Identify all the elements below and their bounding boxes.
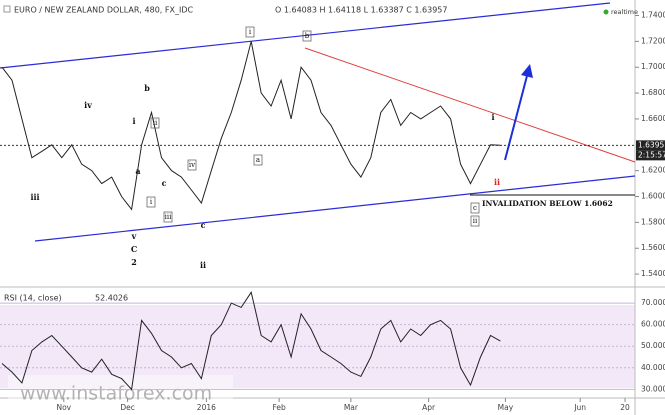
x-tick-label: Feb (272, 403, 286, 412)
rsi-tick-label: 50.0000 (641, 341, 665, 350)
wave-label: c (162, 178, 167, 188)
wave-label: i (132, 116, 135, 126)
wave-box (163, 211, 173, 223)
rsi-tick-label: 40.0000 (641, 363, 665, 372)
watermark-box (8, 375, 233, 411)
wave-box (470, 215, 480, 227)
wave-label: b (305, 32, 310, 40)
last-price: 1.63957 (638, 140, 665, 149)
wave-box (187, 159, 197, 171)
x-tick-label: May (498, 403, 514, 412)
wave-label: b (144, 83, 150, 93)
wave-label: c (473, 204, 477, 212)
wave-label: a (256, 156, 260, 164)
wave-label: 2 (131, 257, 137, 267)
wave-label: iii (165, 213, 172, 221)
chart-title: EURO / NEW ZEALAND DOLLAR, 480, FX_IDC (14, 6, 193, 15)
rsi-title: RSI (14, close) (4, 294, 62, 303)
wave-label: a (135, 166, 140, 176)
y-tick-label: 1.70000 (641, 62, 665, 71)
wave-box (253, 154, 263, 166)
rsi-tick-label: 70.0000 (641, 298, 665, 307)
rsi-last: 52.4026 (95, 294, 128, 303)
watermark: www.instaforex.com (20, 383, 212, 405)
wave-label: v (131, 231, 137, 241)
badge: realtime (611, 8, 638, 16)
trend-line (34, 175, 636, 242)
rsi-tick-label: 60.0000 (641, 320, 665, 329)
wave-label: ii (494, 177, 500, 187)
ohlc: O 1.64083 H 1.64118 L 1.63387 C 1.63957 (275, 6, 447, 15)
x-tick-label: Mar (344, 403, 359, 412)
last-time-box (636, 150, 665, 161)
wave-label: C (131, 244, 137, 254)
wave-label: i (491, 112, 494, 122)
y-tick-label: 1.58000 (641, 217, 665, 226)
y-tick-label: 1.74000 (641, 11, 665, 20)
wave-box (150, 117, 160, 129)
wave-label: iv (189, 161, 195, 169)
wave-label: c (201, 220, 206, 230)
wave-box (470, 202, 480, 214)
rsi-line (1, 291, 501, 391)
x-tick-label: Jun (573, 403, 586, 412)
y-tick-label: 1.68000 (641, 88, 665, 97)
wave-label: i (150, 198, 153, 206)
wave-label: i (249, 28, 252, 36)
x-tick-label: 20 (620, 403, 630, 412)
trend-line (304, 47, 636, 163)
wave-label: ii (200, 260, 206, 270)
arrow-head (521, 64, 533, 78)
price-line (1, 41, 501, 211)
y-tick-label: 1.72000 (641, 36, 665, 45)
y-tick-label: 1.54000 (641, 269, 665, 278)
y-tick-label: 1.62000 (641, 166, 665, 175)
rsi-tick-label: 30.0000 (641, 384, 665, 393)
x-tick-label: Dec (120, 403, 135, 412)
y-tick-label: 1.60000 (641, 192, 665, 201)
last-time: 2:15:57 (638, 150, 665, 159)
x-tick-label: Nov (56, 403, 71, 412)
y-tick-label: 1.66000 (641, 114, 665, 123)
wave-label: ii (153, 119, 158, 127)
x-tick-label: 2016 (197, 403, 216, 412)
wave-label: iv (84, 100, 92, 110)
wave-box (302, 30, 312, 42)
wave-box (245, 26, 255, 38)
wave-label: iii (30, 192, 39, 202)
last-price-box (636, 140, 665, 151)
status-dot (603, 9, 609, 15)
y-tick-label: 1.56000 (641, 243, 665, 252)
annotation: INVALIDATION BELOW 1.6062 (482, 199, 613, 208)
trend-line (0, 2, 611, 69)
wave-box (146, 196, 156, 208)
x-tick-label: Apr (422, 403, 436, 412)
wave-label: ii (473, 217, 478, 225)
icon (3, 5, 11, 13)
